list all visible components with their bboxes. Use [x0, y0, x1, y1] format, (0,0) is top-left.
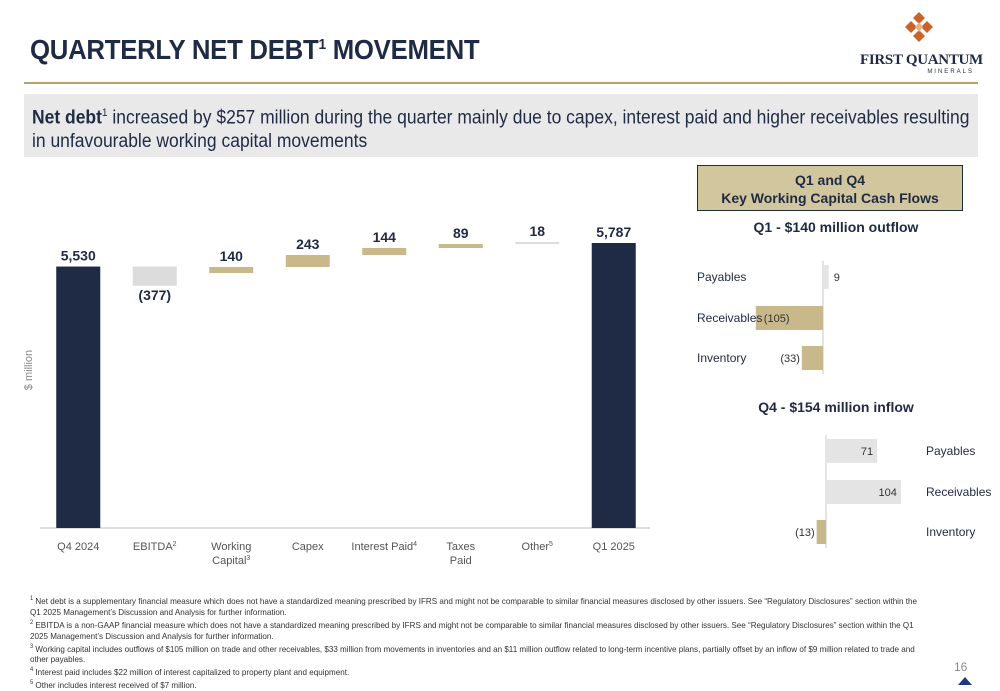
x-tick-label: Interest Paid4 — [351, 541, 417, 553]
waterfall-bar — [362, 248, 407, 255]
footnotes: 1 Net debt is a supplementary financial … — [30, 594, 970, 691]
summary-banner: Net debt1 increased by $257 million duri… — [24, 94, 978, 157]
hbar-value: 104 — [879, 487, 897, 499]
tick-label-sup: 3 — [246, 555, 250, 562]
hbar-category: Payables — [926, 444, 975, 458]
hbar — [801, 346, 823, 370]
footnote-3: 3 Working capital includes outflows of $… — [30, 643, 915, 665]
hbar-category: Receivables — [926, 485, 991, 499]
company-logo: FIRST QUANTUM MINERALS — [860, 12, 983, 78]
footnote-4: 4 Interest paid includes $22 million of … — [30, 667, 350, 678]
x-tick-label: EBITDA2 — [133, 541, 177, 553]
waterfall-bar — [209, 267, 254, 273]
tick-label-sup: 5 — [549, 541, 553, 548]
hbar-value: 71 — [861, 446, 873, 458]
page-number: 16 — [954, 660, 968, 674]
x-tick-label: Working — [211, 541, 251, 553]
data-label: (377) — [138, 287, 171, 303]
logo-name: FIRST QUANTUM — [860, 52, 983, 68]
hbar — [826, 480, 901, 504]
hbar — [826, 439, 878, 463]
title-rule — [24, 82, 978, 84]
x-tick-label: Q4 2024 — [57, 541, 99, 553]
x-tick-label: Q1 2025 — [593, 541, 635, 553]
hbar — [816, 520, 826, 544]
page-title: QUARTERLY NET DEBT1 MOVEMENT — [30, 34, 480, 65]
hbar-value: (33) — [780, 353, 800, 365]
footnote-1: 1 Net debt is a supplementary financial … — [30, 595, 917, 617]
waterfall-bar — [285, 255, 330, 267]
waterfall-bar — [515, 242, 560, 244]
y-axis-label: $ million — [23, 350, 35, 390]
data-label: 144 — [373, 229, 397, 245]
hbar-value: 9 — [834, 272, 840, 284]
data-label: 5,530 — [61, 248, 96, 264]
hbar-title: Q1 - $140 million outflow — [754, 219, 919, 235]
hbar — [823, 265, 829, 289]
waterfall-bar — [56, 266, 101, 528]
logo-diamond-icon — [905, 12, 933, 42]
hbar — [755, 306, 823, 330]
x-tick-label: Other5 — [522, 541, 554, 553]
hbar-value: (105) — [764, 313, 790, 325]
tick-label-sup: 2 — [173, 541, 177, 548]
hbar-value: (13) — [795, 527, 815, 539]
hbar-category: Receivables — [697, 311, 762, 325]
data-label: 243 — [296, 236, 320, 252]
hbar-category: Payables — [697, 270, 746, 284]
nav-up-icon[interactable] — [958, 677, 972, 685]
hbar-category: Inventory — [926, 525, 975, 539]
hbar-category: Inventory — [697, 351, 746, 365]
x-tick-label: Capex — [292, 541, 324, 553]
waterfall-bar — [132, 266, 177, 286]
logo-subtitle: MINERALS — [927, 69, 974, 75]
x-tick-label: Taxes — [446, 541, 475, 553]
tick-label-sup: 4 — [413, 541, 417, 548]
data-label: 89 — [453, 225, 469, 241]
x-tick-label: Capital3 — [212, 555, 250, 567]
x-tick-label: Paid — [450, 555, 472, 567]
working-capital-box: Q1 and Q4 Key Working Capital Cash Flows — [697, 165, 963, 211]
waterfall-bar — [438, 244, 483, 248]
data-label: 140 — [220, 248, 244, 264]
footnote-2: 2 EBITDA is a non-GAAP financial measure… — [30, 619, 914, 641]
data-label: 5,787 — [596, 224, 631, 240]
hbar-title: Q4 - $154 million inflow — [758, 399, 914, 415]
data-label: 18 — [529, 223, 545, 239]
waterfall-bar — [591, 243, 636, 528]
